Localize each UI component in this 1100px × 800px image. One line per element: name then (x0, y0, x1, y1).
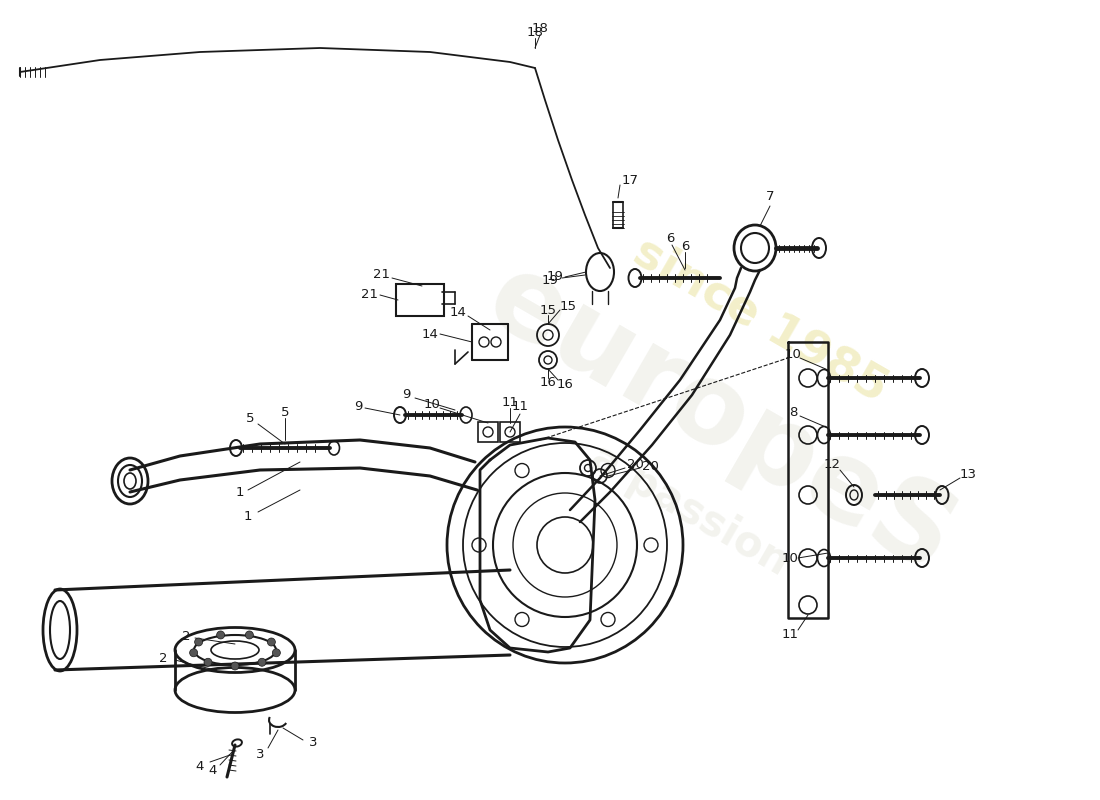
Text: 6: 6 (681, 239, 690, 253)
Text: 20: 20 (627, 458, 644, 470)
Text: 2: 2 (182, 630, 190, 642)
Circle shape (245, 631, 253, 639)
Text: 19: 19 (541, 274, 559, 286)
Text: 5: 5 (280, 406, 289, 418)
Text: 21: 21 (362, 289, 378, 302)
Text: 3: 3 (255, 747, 264, 761)
Text: 6: 6 (666, 231, 674, 245)
Text: 17: 17 (621, 174, 638, 186)
Circle shape (204, 658, 212, 666)
Text: 4: 4 (209, 765, 217, 778)
Text: 3: 3 (309, 735, 317, 749)
Text: a passion: a passion (583, 436, 796, 584)
Circle shape (231, 662, 239, 670)
Text: 20: 20 (641, 459, 659, 473)
Text: 8: 8 (789, 406, 797, 418)
Text: since 1985: since 1985 (625, 229, 895, 411)
Text: 10: 10 (784, 347, 802, 361)
Text: 18: 18 (527, 26, 543, 39)
Text: 12: 12 (824, 458, 840, 471)
Circle shape (267, 638, 275, 646)
Text: 16: 16 (557, 378, 573, 391)
Text: 18: 18 (531, 22, 549, 35)
Text: 10: 10 (782, 551, 799, 565)
Circle shape (217, 631, 224, 639)
Text: 13: 13 (959, 467, 977, 481)
Text: 14: 14 (450, 306, 466, 318)
Text: 11: 11 (781, 629, 799, 642)
Circle shape (258, 658, 266, 666)
Text: 10: 10 (424, 398, 440, 411)
Text: europeS: europeS (468, 243, 972, 597)
Text: 1: 1 (244, 510, 252, 522)
Text: 4: 4 (196, 759, 205, 773)
Text: 9: 9 (402, 387, 410, 401)
Text: 9: 9 (354, 399, 362, 413)
Text: 7: 7 (766, 190, 774, 202)
Text: 15: 15 (539, 303, 557, 317)
Circle shape (195, 638, 202, 646)
Text: 1: 1 (235, 486, 244, 499)
Text: 2: 2 (158, 651, 167, 665)
Circle shape (273, 649, 280, 657)
Text: 5: 5 (245, 411, 254, 425)
Text: 15: 15 (560, 299, 576, 313)
Text: 14: 14 (421, 327, 439, 341)
Text: 21: 21 (374, 267, 390, 281)
Circle shape (189, 649, 198, 657)
Text: 11: 11 (502, 395, 518, 409)
Text: 19: 19 (547, 270, 563, 283)
Text: 16: 16 (540, 377, 557, 390)
Text: 11: 11 (512, 401, 528, 414)
